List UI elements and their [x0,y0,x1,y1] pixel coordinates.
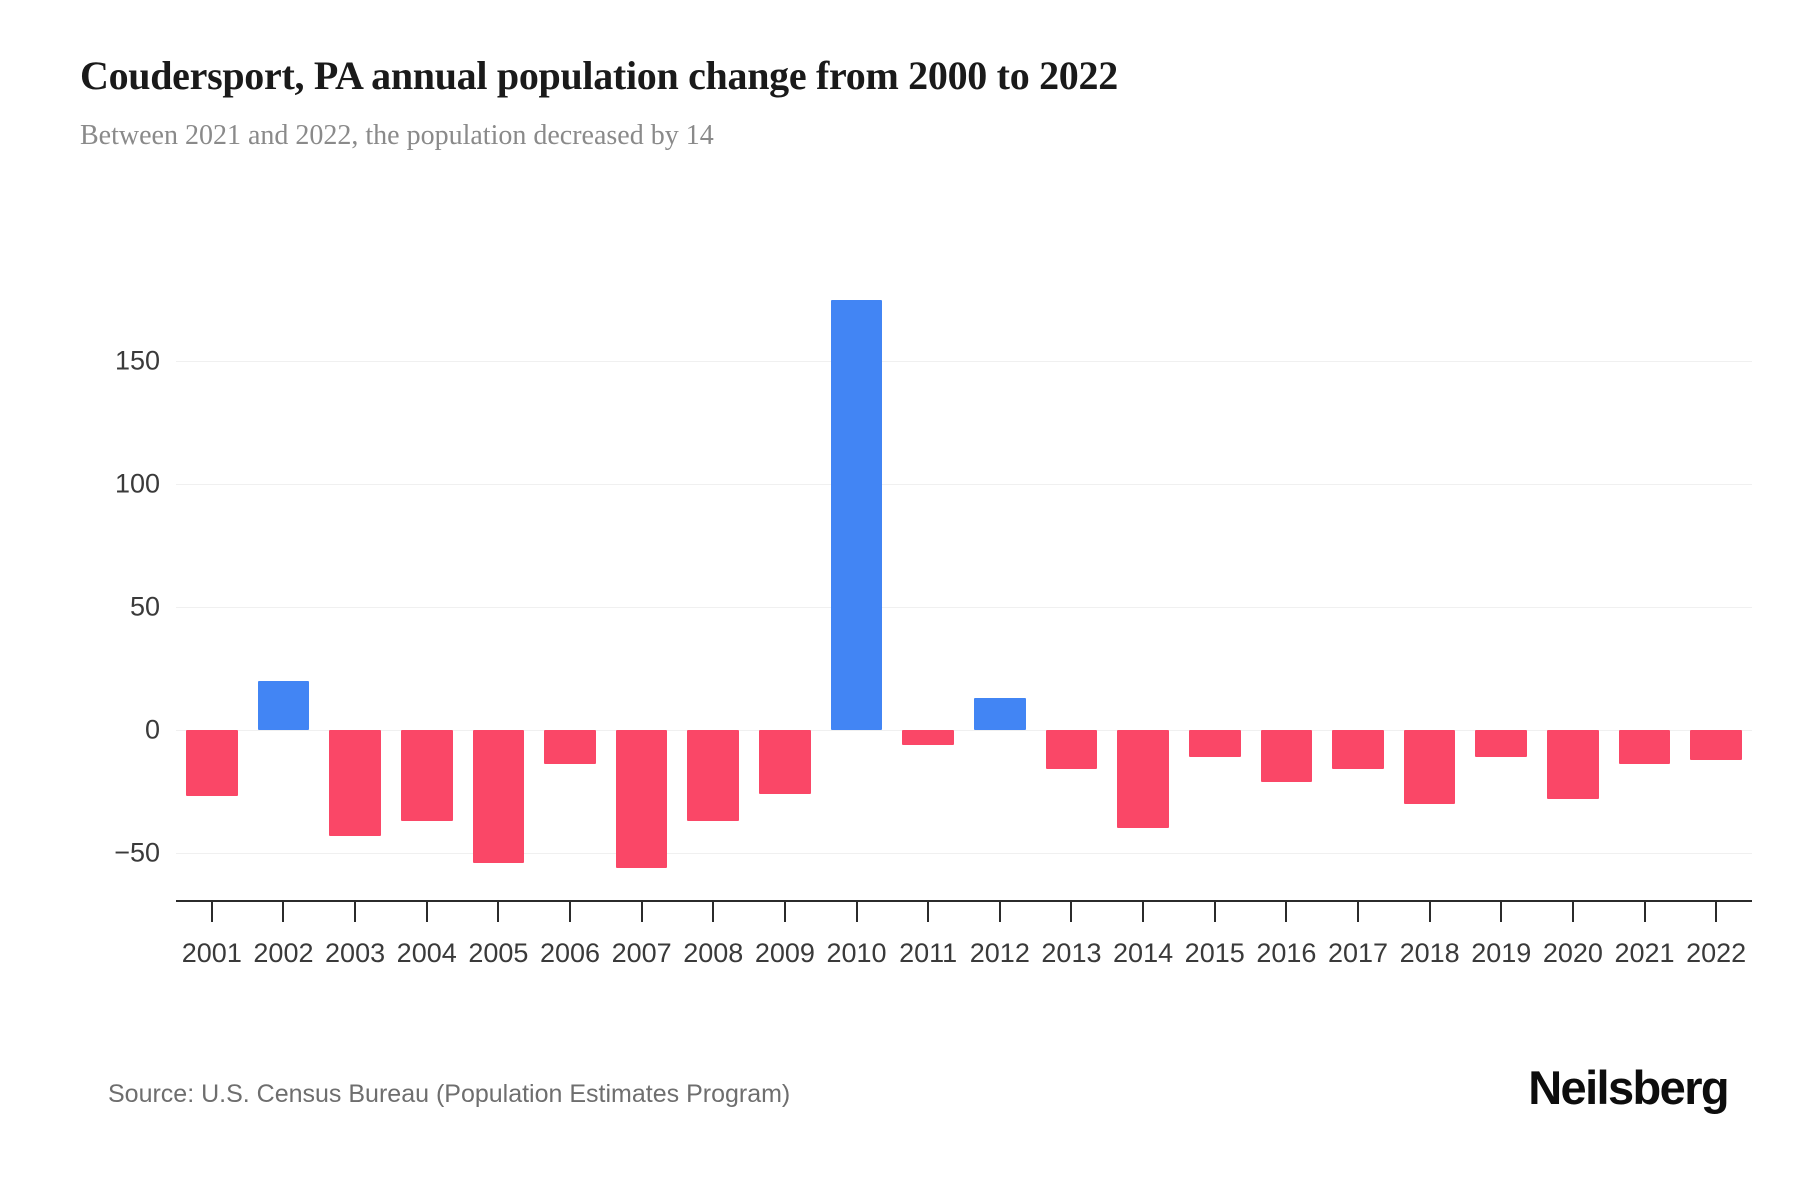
x-axis-tick-label-2017: 2017 [1327,938,1389,968]
source-note: Source: U.S. Census Bureau (Population E… [108,1080,791,1108]
bar-2008[interactable] [687,730,740,822]
x-axis-tick-label-2001: 2001 [181,938,242,968]
x-axis-tick-label-2021: 2021 [1614,938,1675,968]
bar-2003[interactable] [329,730,381,836]
x-axis-tick-mark [354,900,357,922]
bar-2014[interactable] [1117,730,1169,829]
x-axis-tick-mark [1715,900,1718,922]
gridline [176,361,1752,362]
x-axis-tick-label-2004: 2004 [396,938,457,968]
bar-2013[interactable] [1045,730,1098,770]
brand-logo: Neilsberg [1528,1061,1729,1114]
x-axis-tick-label-2007: 2007 [611,938,672,968]
x-axis-tick-mark [855,900,858,922]
x-axis-tick-label-2002: 2002 [253,938,314,968]
bar-series [176,290,1752,900]
bar-2022[interactable] [1690,730,1742,760]
gridline [176,607,1752,608]
x-axis-tick-label-2010: 2010 [826,938,887,968]
bar-2016[interactable] [1260,730,1313,782]
gridline [176,484,1752,485]
y-axis-tick-label: 150 [114,345,160,376]
bar-2018[interactable] [1403,730,1456,804]
bar-2015[interactable] [1188,730,1241,758]
x-axis-tick-mark [1285,900,1288,922]
x-axis-tick-label-2015: 2015 [1184,938,1245,968]
x-axis-tick-label-2014: 2014 [1113,938,1174,968]
x-axis-tick-mark [1500,900,1503,922]
bar-2019[interactable] [1475,730,1528,758]
x-axis-tick-label-2008: 2008 [683,938,744,968]
bar-2020[interactable] [1547,730,1599,799]
x-axis-tick-labels: 2001 2002 2003 2004 2005 2006 2007 2008 2009 2010… [176,938,1752,978]
bar-2012[interactable] [974,698,1026,730]
x-axis-tick-mark [282,900,285,922]
x-axis-tick-mark [1357,900,1359,922]
bar-2004[interactable] [400,730,453,822]
x-axis-tick-mark [927,900,930,922]
x-axis-tick-mark [497,900,500,922]
x-axis-tick-mark [569,900,571,922]
x-axis-tick-mark [640,900,643,922]
x-axis-tick-mark [1643,900,1646,922]
bar-2001[interactable] [186,730,238,797]
bar-2009[interactable] [759,730,811,794]
x-axis-tick-mark [1142,900,1145,922]
x-axis-tick-mark [210,900,213,922]
x-axis-tick-label-2006: 2006 [539,938,601,968]
x-axis-tick-label-2022: 2022 [1686,938,1747,968]
bar-2006[interactable] [544,730,596,765]
x-axis-tick-marks [176,900,1752,928]
x-axis-tick-label-2016: 2016 [1256,938,1317,968]
y-axis-tick-label: −50 [114,837,160,868]
bar-2005[interactable] [472,730,525,863]
gridline [176,730,1752,731]
x-axis-tick-label-2005: 2005 [468,938,529,968]
x-axis-tick-mark [783,900,786,922]
x-axis-tick-label-2011: 2011 [899,938,958,968]
gridline [176,853,1752,854]
bar-2010[interactable] [830,299,883,730]
y-axis-tick-label: 0 [144,714,160,745]
x-axis-tick-mark [712,900,715,922]
x-axis-line [176,900,1752,902]
x-axis-tick-label-2018: 2018 [1399,938,1460,968]
x-axis-tick-label-2012: 2012 [969,938,1030,968]
x-axis-tick-label-2019: 2019 [1471,938,1532,968]
x-axis-tick-mark [1213,900,1216,922]
plot-area [176,290,1752,900]
bar-2017[interactable] [1332,730,1384,770]
x-axis-tick-mark [1428,900,1431,922]
y-axis-tick-label: 50 [129,591,160,622]
x-axis-tick-mark [1571,900,1574,922]
bar-2002[interactable] [257,680,310,730]
bar-2007[interactable] [615,730,668,868]
bar-2021[interactable] [1618,730,1671,765]
page-title: Coudersport, PA annual population change… [80,53,1118,98]
x-axis-tick-label-2009: 2009 [754,938,815,968]
x-axis-tick-label-2020: 2020 [1542,938,1603,968]
bar-2011[interactable] [902,730,954,745]
x-axis-tick-mark [1070,900,1073,922]
chart-subtitle: Between 2021 and 2022, the population de… [80,120,714,151]
x-axis-tick-mark [998,900,1001,922]
x-axis-tick-mark [425,900,428,922]
x-axis-tick-label-2013: 2013 [1041,938,1102,968]
y-axis-tick-label: 100 [114,468,160,499]
x-axis-tick-label-2003: 2003 [325,938,386,968]
